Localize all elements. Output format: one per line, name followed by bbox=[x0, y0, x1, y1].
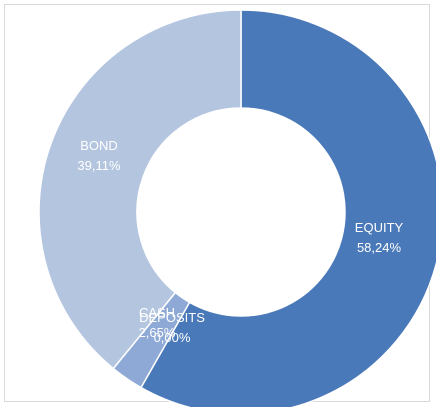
slice-bond bbox=[38, 9, 242, 370]
label-name-cash: CASH bbox=[139, 305, 175, 320]
label-name-bond: BOND bbox=[80, 138, 118, 153]
label-name-deposits: DEPOSITS bbox=[139, 310, 205, 325]
label-value-equity: 58,24% bbox=[357, 240, 402, 255]
label-value-deposits: 0,00% bbox=[154, 330, 191, 345]
label-name-equity: EQUITY bbox=[355, 220, 404, 235]
slices-group bbox=[38, 9, 436, 407]
label-value-bond: 39,11% bbox=[77, 158, 121, 173]
slice-equity bbox=[140, 9, 436, 407]
label-value-cash: 2,65% bbox=[139, 325, 176, 340]
labels-group: EQUITY 58,24% DEPOSITS 0,00% CASH 2,65% BOND 39… bbox=[77, 138, 403, 345]
